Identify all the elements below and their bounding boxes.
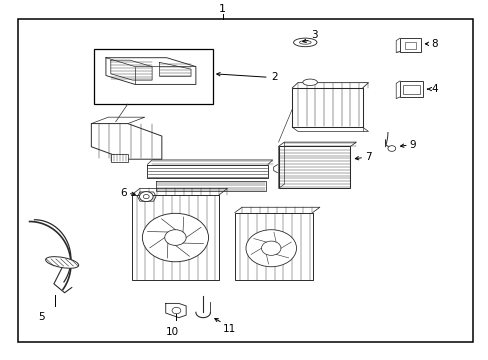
Circle shape [142, 213, 208, 262]
Bar [291, 88, 362, 127]
Circle shape [261, 241, 281, 255]
Text: 2: 2 [271, 72, 277, 82]
Bar [94, 49, 212, 104]
Bar [131, 195, 219, 280]
Circle shape [164, 230, 186, 246]
Text: 10: 10 [165, 327, 179, 337]
Bar [399, 81, 423, 97]
Circle shape [172, 307, 181, 314]
Circle shape [245, 230, 296, 267]
Text: 4: 4 [430, 84, 437, 94]
Text: 8: 8 [430, 39, 437, 49]
Text: 1: 1 [219, 4, 225, 14]
Bar [111, 154, 127, 162]
Bar [278, 147, 350, 188]
Ellipse shape [302, 79, 317, 85]
Text: 5: 5 [38, 312, 44, 321]
Text: 11: 11 [222, 324, 235, 334]
Ellipse shape [299, 41, 310, 44]
Ellipse shape [45, 257, 79, 268]
Bar [234, 213, 312, 280]
Circle shape [387, 146, 395, 151]
Circle shape [139, 192, 153, 202]
Text: 6: 6 [120, 188, 126, 198]
Text: 3: 3 [311, 30, 318, 40]
Circle shape [143, 194, 149, 199]
Bar [399, 38, 420, 51]
Ellipse shape [293, 38, 316, 47]
Text: 7: 7 [365, 152, 371, 162]
Bar [403, 85, 419, 94]
Bar [404, 42, 415, 49]
Text: 9: 9 [409, 140, 416, 150]
